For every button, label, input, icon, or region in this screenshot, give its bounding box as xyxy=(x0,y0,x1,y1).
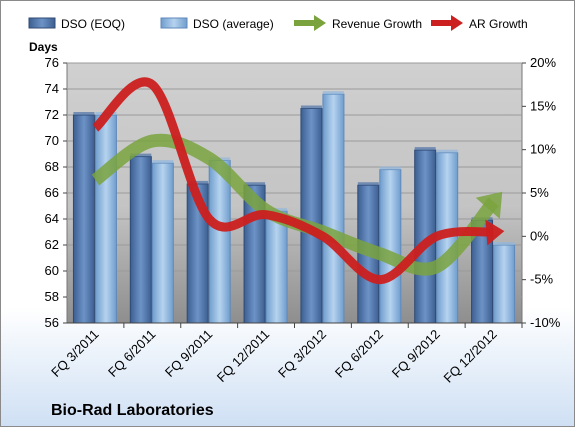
legend-swatch-dso-average xyxy=(160,17,188,29)
y2-tick-label: 15% xyxy=(530,98,556,113)
bar-top xyxy=(357,182,379,186)
y2-tick-label: 0% xyxy=(530,228,549,243)
bar-top xyxy=(130,153,152,157)
bar-dso-eoq xyxy=(129,156,152,324)
arrowhead-revenue-growth xyxy=(475,191,503,219)
series-lines xyxy=(91,77,505,285)
y-axis-title: Days xyxy=(29,40,58,54)
arrowhead-ar-growth xyxy=(485,219,505,246)
bar-dso-eoq xyxy=(300,108,323,324)
y-tick-label: 74 xyxy=(45,81,59,96)
x-tick-label: FQ 9/2012 xyxy=(389,327,443,381)
bar-dso-average xyxy=(208,160,231,324)
y2-tick-label: 10% xyxy=(530,142,556,157)
y-tick-label: 66 xyxy=(45,185,59,200)
bar-top xyxy=(322,91,344,95)
x-tick-label: FQ 6/2011 xyxy=(105,327,158,380)
x-tick-label: FQ 12/2012 xyxy=(441,327,500,386)
bar-dso-average xyxy=(493,244,516,324)
legend-label-ar-growth: AR Growth xyxy=(469,17,528,31)
legend-arrow-revenue-growth xyxy=(314,15,326,31)
legend-swatch-dso-eoq xyxy=(28,17,56,29)
chart-title: Bio-Rad Laboratories xyxy=(51,402,214,419)
bar-dso-average xyxy=(94,114,117,324)
legend-label-dso-eoq: DSO (EOQ) xyxy=(61,17,125,31)
bar-dso-average xyxy=(151,162,174,324)
x-tick-label: FQ 6/2012 xyxy=(332,327,386,381)
legend-label-dso-average: DSO (average) xyxy=(193,17,274,31)
y2-tick-label: -10% xyxy=(530,315,561,330)
bar-top xyxy=(414,147,436,151)
bar-dso-average xyxy=(265,210,288,324)
bar-top xyxy=(187,180,209,184)
line-ar-growth xyxy=(92,77,494,285)
y-tick-label: 60 xyxy=(45,263,59,278)
y-tick-label: 70 xyxy=(45,133,59,148)
y-tick-label: 72 xyxy=(45,107,59,122)
bar-top xyxy=(244,182,266,186)
x-tick-label: FQ 3/2011 xyxy=(48,327,101,380)
y-tick-label: 56 xyxy=(45,315,59,330)
bar-top xyxy=(73,112,95,115)
y2-tick-label: -5% xyxy=(530,272,554,287)
legend: DSO (EOQ) DSO (average) Revenue Growth AR G… xyxy=(28,15,528,31)
y-tick-label: 76 xyxy=(45,55,59,70)
bar-dso-average xyxy=(379,169,402,324)
bar-dso-average xyxy=(322,93,345,324)
bar-top xyxy=(379,166,401,170)
y-tick-label: 64 xyxy=(45,211,59,226)
bars xyxy=(72,91,516,324)
y2-tick-label: 5% xyxy=(530,185,549,200)
legend-arrow-ar-growth xyxy=(451,15,463,31)
bar-top xyxy=(436,149,458,153)
y2-tick-label: 20% xyxy=(530,55,556,70)
y-tick-label: 58 xyxy=(45,289,59,304)
y-tick-label: 62 xyxy=(45,237,59,252)
bar-top xyxy=(493,242,515,245)
bar-top xyxy=(152,160,174,164)
x-tick-label: FQ 12/2011 xyxy=(214,327,272,385)
legend-label-revenue-growth: Revenue Growth xyxy=(332,17,422,31)
bar-top xyxy=(300,105,322,109)
x-tick-label: FQ 3/2012 xyxy=(275,327,329,381)
bar-dso-eoq xyxy=(72,114,95,324)
x-tick-label: FQ 9/2011 xyxy=(162,327,215,380)
y-tick-label: 68 xyxy=(45,159,59,174)
